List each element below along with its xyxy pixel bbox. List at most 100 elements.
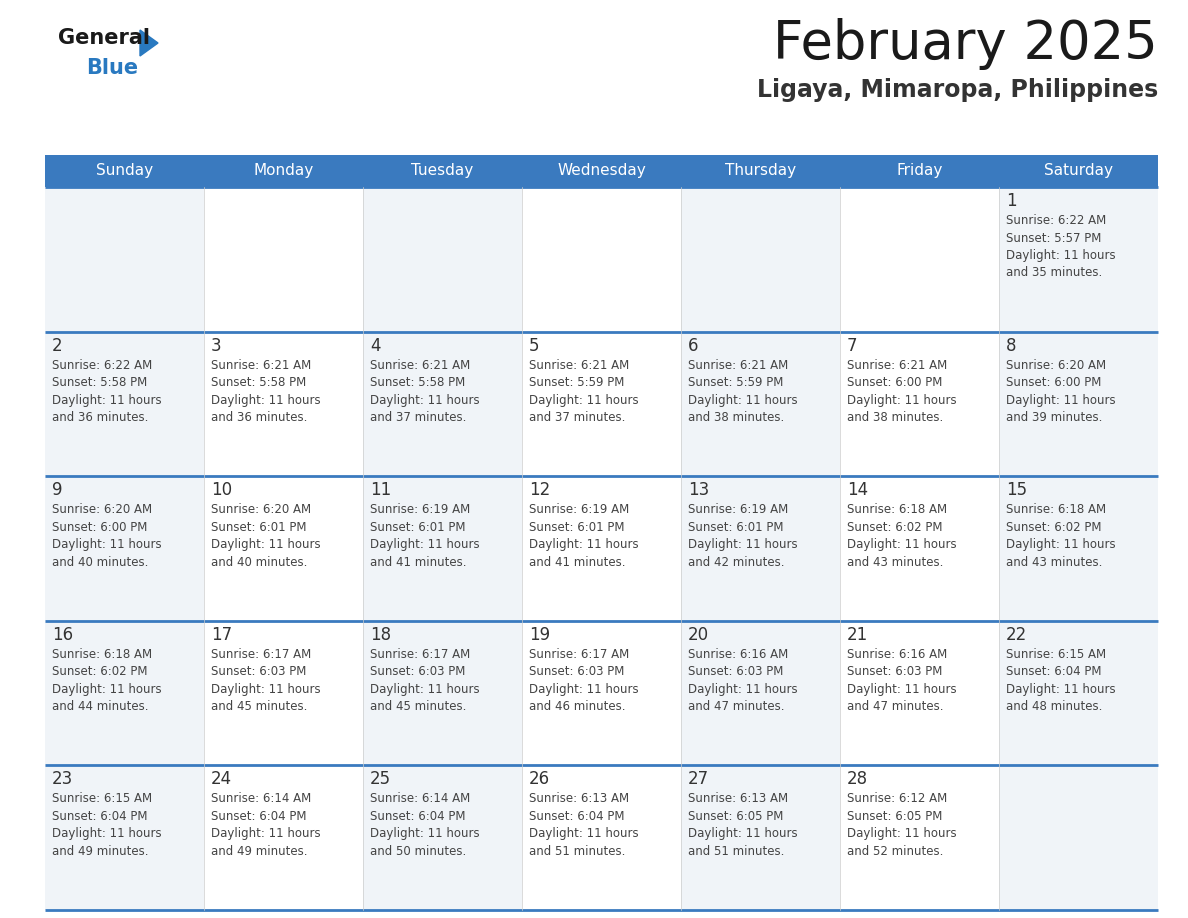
- Text: and 38 minutes.: and 38 minutes.: [847, 411, 943, 424]
- Text: Blue: Blue: [86, 58, 138, 78]
- Bar: [522, 621, 681, 766]
- Bar: [999, 476, 1158, 621]
- Bar: [840, 476, 999, 621]
- Text: Daylight: 11 hours: Daylight: 11 hours: [529, 683, 639, 696]
- Text: Sunset: 6:03 PM: Sunset: 6:03 PM: [369, 666, 466, 678]
- Text: Daylight: 11 hours: Daylight: 11 hours: [52, 394, 162, 407]
- Bar: [45, 187, 204, 331]
- Text: Sunset: 5:59 PM: Sunset: 5:59 PM: [688, 376, 783, 389]
- Text: and 52 minutes.: and 52 minutes.: [847, 845, 943, 858]
- Bar: [522, 476, 681, 621]
- Bar: [999, 187, 1158, 331]
- Text: Sunset: 6:02 PM: Sunset: 6:02 PM: [52, 666, 147, 678]
- Text: 14: 14: [847, 481, 868, 499]
- Text: and 35 minutes.: and 35 minutes.: [1006, 266, 1102, 279]
- Text: 11: 11: [369, 481, 391, 499]
- Text: General: General: [58, 28, 150, 48]
- Text: Tuesday: Tuesday: [411, 163, 474, 178]
- Text: Daylight: 11 hours: Daylight: 11 hours: [369, 394, 480, 407]
- Bar: [681, 476, 840, 621]
- Bar: [45, 331, 204, 476]
- Text: February 2025: February 2025: [773, 18, 1158, 70]
- Text: 12: 12: [529, 481, 550, 499]
- Text: Wednesday: Wednesday: [557, 163, 646, 178]
- Text: Sunrise: 6:21 AM: Sunrise: 6:21 AM: [688, 359, 789, 372]
- Text: Sunset: 6:04 PM: Sunset: 6:04 PM: [211, 810, 307, 823]
- Text: Sunset: 6:01 PM: Sunset: 6:01 PM: [369, 521, 466, 533]
- Text: Daylight: 11 hours: Daylight: 11 hours: [1006, 249, 1116, 262]
- Text: and 38 minutes.: and 38 minutes.: [688, 411, 784, 424]
- Text: 27: 27: [688, 770, 709, 789]
- Text: Sunset: 6:05 PM: Sunset: 6:05 PM: [847, 810, 942, 823]
- Text: Sunset: 6:03 PM: Sunset: 6:03 PM: [529, 666, 625, 678]
- Text: and 44 minutes.: and 44 minutes.: [52, 700, 148, 713]
- Text: Sunset: 6:04 PM: Sunset: 6:04 PM: [529, 810, 625, 823]
- Text: 4: 4: [369, 337, 380, 354]
- Text: Sunset: 6:00 PM: Sunset: 6:00 PM: [1006, 376, 1101, 389]
- Bar: [204, 187, 364, 331]
- Text: Sunrise: 6:21 AM: Sunrise: 6:21 AM: [211, 359, 311, 372]
- Bar: [45, 766, 204, 910]
- Text: Sunset: 5:58 PM: Sunset: 5:58 PM: [52, 376, 147, 389]
- Text: 1: 1: [1006, 192, 1017, 210]
- Bar: [840, 331, 999, 476]
- Text: Sunrise: 6:22 AM: Sunrise: 6:22 AM: [1006, 214, 1106, 227]
- Text: and 41 minutes.: and 41 minutes.: [369, 555, 467, 568]
- Text: Daylight: 11 hours: Daylight: 11 hours: [1006, 538, 1116, 551]
- Text: Sunset: 6:03 PM: Sunset: 6:03 PM: [688, 666, 783, 678]
- Text: Daylight: 11 hours: Daylight: 11 hours: [1006, 394, 1116, 407]
- Bar: [204, 476, 364, 621]
- Text: Sunset: 6:00 PM: Sunset: 6:00 PM: [52, 521, 147, 533]
- Text: Sunrise: 6:22 AM: Sunrise: 6:22 AM: [52, 359, 152, 372]
- Bar: [364, 766, 522, 910]
- Text: Sunrise: 6:19 AM: Sunrise: 6:19 AM: [688, 503, 789, 516]
- Text: and 39 minutes.: and 39 minutes.: [1006, 411, 1102, 424]
- Text: and 50 minutes.: and 50 minutes.: [369, 845, 466, 858]
- Text: Sunrise: 6:14 AM: Sunrise: 6:14 AM: [369, 792, 470, 805]
- Text: Sunset: 5:59 PM: Sunset: 5:59 PM: [529, 376, 625, 389]
- Bar: [364, 476, 522, 621]
- Text: Daylight: 11 hours: Daylight: 11 hours: [369, 683, 480, 696]
- Text: and 47 minutes.: and 47 minutes.: [688, 700, 784, 713]
- Text: Sunset: 6:03 PM: Sunset: 6:03 PM: [847, 666, 942, 678]
- Text: Daylight: 11 hours: Daylight: 11 hours: [847, 683, 956, 696]
- Text: Daylight: 11 hours: Daylight: 11 hours: [52, 827, 162, 840]
- Text: and 40 minutes.: and 40 minutes.: [52, 555, 148, 568]
- Bar: [204, 331, 364, 476]
- Polygon shape: [140, 30, 158, 56]
- Text: Sunrise: 6:21 AM: Sunrise: 6:21 AM: [847, 359, 947, 372]
- Text: 19: 19: [529, 626, 550, 644]
- Bar: [840, 621, 999, 766]
- Text: 25: 25: [369, 770, 391, 789]
- Text: 28: 28: [847, 770, 868, 789]
- Bar: [364, 621, 522, 766]
- Text: and 37 minutes.: and 37 minutes.: [529, 411, 625, 424]
- Text: 6: 6: [688, 337, 699, 354]
- Text: Sunrise: 6:19 AM: Sunrise: 6:19 AM: [369, 503, 470, 516]
- Text: Daylight: 11 hours: Daylight: 11 hours: [529, 538, 639, 551]
- Text: Daylight: 11 hours: Daylight: 11 hours: [211, 538, 321, 551]
- Text: Sunrise: 6:15 AM: Sunrise: 6:15 AM: [52, 792, 152, 805]
- Text: Sunset: 6:02 PM: Sunset: 6:02 PM: [1006, 521, 1101, 533]
- Text: Sunrise: 6:20 AM: Sunrise: 6:20 AM: [1006, 359, 1106, 372]
- Bar: [840, 187, 999, 331]
- Text: Friday: Friday: [896, 163, 943, 178]
- Text: 3: 3: [211, 337, 222, 354]
- Text: Sunrise: 6:13 AM: Sunrise: 6:13 AM: [529, 792, 630, 805]
- Bar: [204, 766, 364, 910]
- Text: and 42 minutes.: and 42 minutes.: [688, 555, 784, 568]
- Text: Monday: Monday: [253, 163, 314, 178]
- Text: and 43 minutes.: and 43 minutes.: [1006, 555, 1102, 568]
- Bar: [999, 766, 1158, 910]
- Bar: [681, 331, 840, 476]
- Text: and 51 minutes.: and 51 minutes.: [688, 845, 784, 858]
- Text: Daylight: 11 hours: Daylight: 11 hours: [211, 827, 321, 840]
- Text: and 43 minutes.: and 43 minutes.: [847, 555, 943, 568]
- Text: Sunset: 5:57 PM: Sunset: 5:57 PM: [1006, 231, 1101, 244]
- Text: Daylight: 11 hours: Daylight: 11 hours: [688, 538, 797, 551]
- Text: Daylight: 11 hours: Daylight: 11 hours: [369, 538, 480, 551]
- Text: Sunset: 6:01 PM: Sunset: 6:01 PM: [211, 521, 307, 533]
- Text: Daylight: 11 hours: Daylight: 11 hours: [847, 827, 956, 840]
- Text: Sunday: Sunday: [96, 163, 153, 178]
- Bar: [364, 187, 522, 331]
